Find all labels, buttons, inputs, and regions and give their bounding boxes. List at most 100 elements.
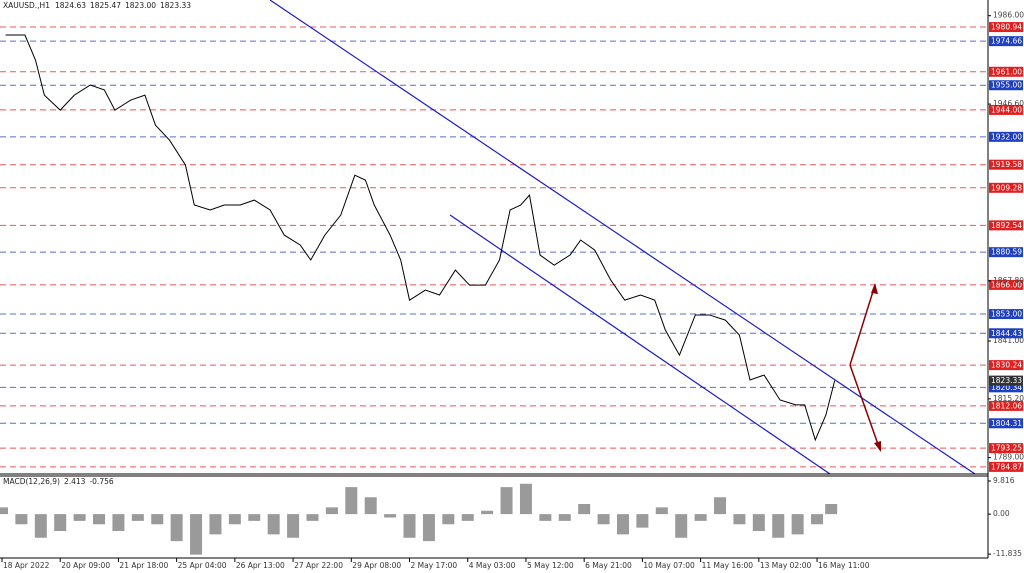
macd-bar bbox=[364, 497, 377, 515]
level-label: 1793.25 bbox=[991, 444, 1022, 453]
ohlc-value: 1825.47 bbox=[90, 1, 121, 10]
symbol: XAUUSD.,H1 bbox=[3, 1, 50, 10]
macd-bar bbox=[267, 514, 280, 535]
y-tick-label: 0.00 bbox=[993, 509, 1010, 518]
header: XAUUSD.,H1 1824.63 1825.47 1823.00 1823.33 bbox=[3, 1, 191, 10]
macd-bar bbox=[714, 497, 727, 515]
level-label: 1866.00 bbox=[991, 280, 1022, 289]
macd-bar bbox=[558, 514, 571, 521]
x-tick-label: 16 May 11:00 bbox=[818, 561, 870, 570]
level-label: 1932.00 bbox=[991, 132, 1022, 141]
x-tick-label: 29 Apr 08:00 bbox=[352, 561, 401, 570]
macd-bar bbox=[384, 514, 397, 518]
macd-bar bbox=[791, 514, 804, 535]
x-tick-label: 10 May 07:00 bbox=[643, 561, 695, 570]
trend-line bbox=[269, 0, 976, 475]
macd-bar bbox=[636, 514, 649, 528]
macd-bar bbox=[15, 514, 28, 525]
level-label-box bbox=[989, 328, 1023, 339]
macd-bar bbox=[403, 514, 416, 538]
last-price-box bbox=[989, 375, 1023, 386]
level-label: 1919.58 bbox=[991, 160, 1022, 169]
macd-bar bbox=[694, 514, 707, 521]
arrow bbox=[849, 284, 876, 366]
macd-bar bbox=[54, 514, 67, 532]
macd-bar bbox=[228, 514, 241, 525]
y-tick-label: 1841.00 bbox=[993, 336, 1024, 345]
arrow bbox=[849, 364, 881, 451]
level-label-box bbox=[989, 400, 1023, 411]
macd-header: MACD(12,26,9) 2.413 -0.756 bbox=[3, 477, 114, 486]
macd-bar bbox=[287, 514, 300, 538]
x-tick-label: 2 May 17:00 bbox=[411, 561, 458, 570]
macd-value: 2.413 bbox=[64, 477, 86, 486]
level-label-box bbox=[989, 247, 1023, 258]
level-label: 1812.06 bbox=[991, 401, 1022, 410]
level-label-box bbox=[989, 182, 1023, 193]
level-label: 1944.00 bbox=[991, 105, 1022, 114]
level-label: 1784.87 bbox=[991, 462, 1022, 471]
last-price-label: 1823.33 bbox=[991, 376, 1022, 385]
macd-bar bbox=[825, 504, 838, 515]
level-label: 1980.94 bbox=[991, 23, 1022, 32]
macd-bar bbox=[248, 514, 261, 521]
macd-bar bbox=[752, 514, 765, 532]
x-tick-label: 11 May 16:00 bbox=[702, 561, 754, 570]
x-tick-label: 5 May 12:00 bbox=[527, 561, 574, 570]
macd-bar bbox=[325, 507, 338, 515]
macd-bar bbox=[170, 514, 183, 542]
level-label: 1853.00 bbox=[991, 310, 1022, 319]
level-label: 1880.59 bbox=[991, 248, 1022, 257]
ohlc-value: 1823.33 bbox=[160, 1, 191, 10]
y-tick-label: 1986.00 bbox=[993, 11, 1024, 20]
macd-bar bbox=[0, 507, 8, 515]
level-label-box bbox=[989, 104, 1023, 115]
macd-bar bbox=[73, 514, 86, 521]
macd-bar bbox=[190, 514, 203, 555]
y-tick-label: 1946.60 bbox=[993, 99, 1024, 108]
level-label-box bbox=[989, 279, 1023, 290]
macd-bar bbox=[597, 514, 610, 525]
level-label: 1955.00 bbox=[991, 81, 1022, 90]
macd-bar bbox=[442, 514, 455, 525]
level-label-box bbox=[989, 36, 1023, 47]
level-label: 1830.24 bbox=[991, 361, 1022, 370]
arrow-head bbox=[871, 283, 878, 294]
level-label-box bbox=[989, 418, 1023, 429]
x-tick-label: 20 Apr 09:00 bbox=[61, 561, 110, 570]
x-tick-label: 4 May 03:00 bbox=[469, 561, 516, 570]
level-label: 1892.54 bbox=[991, 221, 1022, 230]
ohlc-value: 1823.00 bbox=[125, 1, 156, 10]
level-label-box bbox=[989, 360, 1023, 371]
macd-bar bbox=[655, 507, 668, 515]
macd-bar bbox=[112, 514, 125, 532]
level-label: 1909.28 bbox=[991, 183, 1022, 192]
x-tick-label: 18 Apr 2022 bbox=[3, 561, 50, 570]
y-tick-label: 1789.00 bbox=[993, 453, 1024, 462]
macd-bar bbox=[131, 514, 144, 521]
level-label: 1844.43 bbox=[991, 329, 1022, 338]
macd-bar bbox=[209, 514, 222, 535]
level-label-box bbox=[989, 66, 1023, 77]
macd-bar bbox=[34, 514, 47, 538]
levels bbox=[0, 26, 988, 468]
level-label: 1804.31 bbox=[991, 419, 1022, 428]
macd-bar bbox=[539, 514, 552, 521]
ohlc-value: 1824.63 bbox=[55, 1, 86, 10]
trend-line bbox=[449, 214, 831, 475]
level-label: 1820.34 bbox=[991, 383, 1022, 392]
macd-bar bbox=[93, 514, 106, 525]
macd-bar bbox=[733, 514, 746, 525]
macd-bar bbox=[578, 504, 591, 515]
x-tick-label: 6 May 21:00 bbox=[585, 561, 632, 570]
macd-bar bbox=[500, 487, 513, 515]
level-label-box bbox=[989, 131, 1023, 142]
level-label-box bbox=[989, 22, 1023, 33]
level-label-box bbox=[989, 309, 1023, 320]
x-tick-label: 13 May 02:00 bbox=[760, 561, 812, 570]
level-label-box bbox=[989, 382, 1023, 393]
y-tick-label: 1815.20 bbox=[993, 394, 1024, 403]
macd-bar bbox=[519, 483, 532, 515]
macd-bar bbox=[345, 487, 358, 515]
